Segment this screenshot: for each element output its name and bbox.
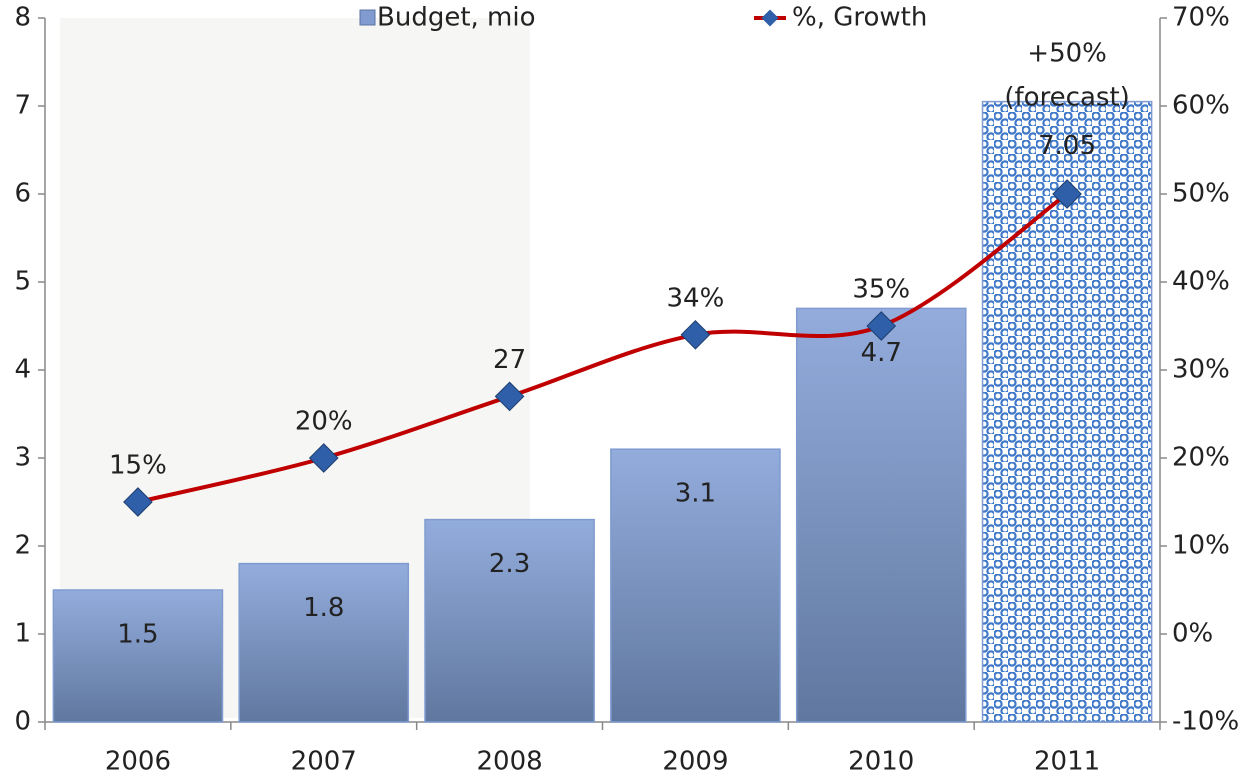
x-tick-label: 2006 bbox=[105, 747, 171, 777]
x-tick-label: 2007 bbox=[291, 747, 357, 777]
y2-tick-label: 0% bbox=[1172, 619, 1213, 649]
bar-value-label: 4.7 bbox=[861, 338, 902, 368]
x-tick-label: 2008 bbox=[476, 747, 542, 777]
y2-tick-label: 20% bbox=[1172, 443, 1230, 473]
bar bbox=[238, 562, 410, 723]
growth-value-label: 15% bbox=[109, 451, 167, 481]
growth-marker bbox=[494, 381, 525, 412]
bar bbox=[795, 307, 967, 723]
growth-value-label: +50% bbox=[1027, 39, 1107, 69]
growth-marker bbox=[680, 319, 711, 350]
y-tick-label: 3 bbox=[14, 443, 31, 473]
x-tick-label: 2010 bbox=[848, 747, 914, 777]
x-tick-label: 2009 bbox=[662, 747, 728, 777]
legend-label: %, Growth bbox=[792, 3, 927, 33]
y-tick-label: 4 bbox=[14, 355, 31, 385]
growth-value-label: 34% bbox=[667, 283, 725, 313]
y2-tick-label: 50% bbox=[1172, 179, 1230, 209]
growth-marker bbox=[1052, 179, 1082, 209]
y2-tick-label: 60% bbox=[1172, 91, 1230, 121]
bar-value-label: 1.5 bbox=[117, 620, 158, 650]
x-tick-label: 2011 bbox=[1034, 747, 1100, 777]
growth-marker bbox=[308, 443, 339, 473]
legend-label: Budget, mio bbox=[377, 3, 536, 33]
bar bbox=[424, 518, 595, 723]
bar-value-label: 2.3 bbox=[489, 549, 530, 579]
bar-value-label: 3.1 bbox=[675, 479, 716, 509]
y2-tick-label: 10% bbox=[1172, 531, 1230, 561]
forecast-annotation: (forecast) bbox=[1004, 83, 1129, 113]
y2-tick-label: 70% bbox=[1172, 3, 1230, 33]
growth-marker bbox=[123, 487, 153, 517]
y-tick-label: 0 bbox=[14, 707, 31, 737]
y-tick-label: 1 bbox=[14, 619, 31, 649]
y2-tick-label: -10% bbox=[1172, 707, 1239, 737]
bar bbox=[610, 448, 781, 723]
legend-swatch bbox=[359, 9, 376, 26]
growth-value-label: 20% bbox=[295, 407, 353, 437]
bar-value-label: 7.05 bbox=[1038, 131, 1096, 161]
growth-value-label: 35% bbox=[852, 275, 910, 305]
growth-value-label: 27 bbox=[493, 345, 526, 375]
y-tick-label: 5 bbox=[14, 267, 31, 297]
y-tick-label: 6 bbox=[14, 179, 31, 209]
y2-tick-label: 30% bbox=[1172, 355, 1230, 385]
growth-line bbox=[137, 192, 1069, 504]
y-tick-label: 8 bbox=[14, 3, 31, 33]
y2-tick-label: 40% bbox=[1172, 267, 1230, 297]
bar-value-label: 1.8 bbox=[303, 593, 344, 623]
growth-marker bbox=[866, 311, 897, 341]
bar bbox=[52, 589, 224, 723]
legend-marker bbox=[761, 9, 779, 27]
y-tick-label: 7 bbox=[14, 91, 31, 121]
y-tick-label: 2 bbox=[14, 531, 31, 561]
